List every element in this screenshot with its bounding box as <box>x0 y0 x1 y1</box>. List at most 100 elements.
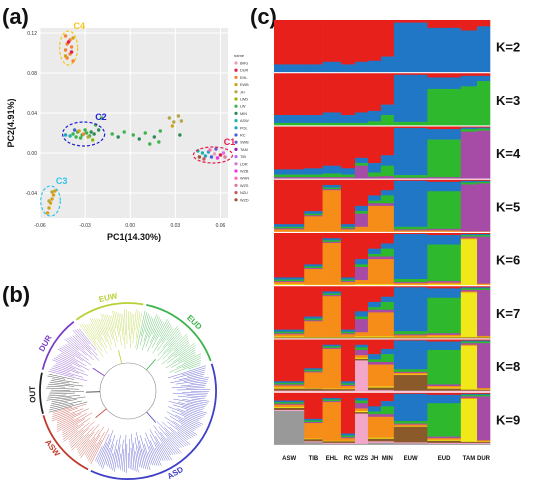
admix-bar-segment <box>322 238 342 241</box>
data-point <box>66 40 71 44</box>
admix-bar-segment <box>340 224 356 228</box>
data-point <box>116 135 120 139</box>
tree-branch <box>185 410 204 417</box>
admix-bar-segment <box>393 177 428 180</box>
admix-bar-segment <box>427 394 462 404</box>
admix-bar-segment <box>304 64 323 73</box>
x-tick-label: -0.06 <box>34 223 46 229</box>
tree-branch <box>51 378 79 384</box>
admix-bar-segment <box>340 334 356 338</box>
admix-bar-segment <box>340 333 356 335</box>
admix-bar-segment <box>477 389 491 392</box>
x-tick-label: -0.03 <box>79 223 91 229</box>
admix-bar-segment <box>355 349 369 356</box>
population-label: MIN <box>382 456 393 462</box>
tree-branch <box>102 447 110 470</box>
tree-branch <box>64 338 79 351</box>
admix-bar-segment <box>274 277 305 280</box>
tree-branch <box>147 314 157 338</box>
admix-bar-segment <box>393 284 428 286</box>
tree-branch <box>177 431 188 441</box>
admix-bar-segment <box>304 318 323 321</box>
admix-bar-segment <box>322 291 342 294</box>
admix-bar-segment <box>367 392 382 407</box>
admix-bar-segment <box>477 393 491 396</box>
admix-bar-segment <box>322 388 342 390</box>
tree-branch <box>175 379 209 385</box>
legend-entry: SWB <box>240 141 249 145</box>
admix-bar-segment <box>380 296 395 303</box>
data-point <box>72 128 77 132</box>
tree-branch <box>77 431 95 453</box>
tree-branch <box>171 432 187 447</box>
admix-bar-segment <box>355 205 369 212</box>
legend-entry: LWD <box>240 98 248 102</box>
tree-branch <box>144 315 151 333</box>
admix-bar-segment <box>340 286 356 330</box>
admix-bar-segment <box>427 297 462 334</box>
legend-entry: WHN <box>240 177 249 181</box>
tree-branch <box>188 364 201 370</box>
tree-branch <box>160 437 174 455</box>
admix-bar-segment <box>367 73 382 112</box>
admix-bar-segment <box>340 389 356 392</box>
tree-branch <box>156 322 171 346</box>
admix-bar-segment <box>393 179 428 182</box>
data-point <box>45 211 50 215</box>
admix-bar-segment <box>393 371 428 374</box>
admix-bar-segment <box>380 438 395 442</box>
admix-bar-segment <box>355 112 369 124</box>
legend-entry: WZS <box>240 184 249 188</box>
data-point <box>221 151 226 155</box>
tree-branch <box>178 351 196 363</box>
legend-marker <box>234 61 238 65</box>
admix-bar-segment <box>427 341 462 351</box>
admix-bar-segment <box>477 231 491 233</box>
admix-bar-segment <box>393 229 428 231</box>
admix-bar-segment <box>304 371 323 373</box>
admix-bar-segment <box>304 115 323 124</box>
admix-bar-segment <box>340 441 356 444</box>
admix-bar-segment <box>380 179 395 191</box>
admix-bar-segment <box>367 336 382 338</box>
admix-bar-segment <box>322 73 342 113</box>
tree-branch <box>107 314 117 348</box>
admix-bar-segment <box>340 284 356 286</box>
tree-branch <box>161 421 189 446</box>
admix-bar-segment <box>427 333 462 336</box>
admix-bar-segment <box>427 177 462 180</box>
admix-bar-segment <box>322 187 342 190</box>
tree-branch <box>169 416 195 431</box>
tree-branch <box>183 417 202 426</box>
tree-branch <box>145 432 160 466</box>
admix-bar-segment <box>274 404 305 408</box>
admix-bar-segment <box>427 349 462 385</box>
tree-branch <box>62 418 86 434</box>
tree-branch <box>105 314 113 340</box>
admix-bar-segment <box>460 393 478 396</box>
tree-branch <box>124 309 126 336</box>
population-label: TAM <box>463 456 476 462</box>
tree-branch <box>137 446 142 468</box>
admix-bar-segment <box>367 179 382 196</box>
admix-bar-segment <box>367 163 382 173</box>
admix-bar-segment <box>380 437 395 440</box>
admix-bar-segment <box>380 390 395 393</box>
tree-branch <box>79 324 104 358</box>
tree-branch <box>51 412 70 420</box>
admix-bar-segment <box>427 390 462 393</box>
tree-branch <box>102 313 109 332</box>
tree-branch <box>53 358 85 372</box>
admix-bar-segment <box>322 402 342 442</box>
admix-bar-segment <box>274 329 305 333</box>
tree-branch <box>170 354 196 368</box>
admix-bar-segment <box>274 334 305 337</box>
admix-bar-segment <box>427 179 462 183</box>
admix-bar-segment <box>460 345 478 390</box>
admix-bar-segment <box>460 341 478 344</box>
admix-bar-segment <box>304 442 323 446</box>
tree-branch <box>154 322 164 340</box>
tree-branch <box>164 416 194 438</box>
tree-branch <box>56 363 88 376</box>
tree-branch <box>177 395 205 400</box>
